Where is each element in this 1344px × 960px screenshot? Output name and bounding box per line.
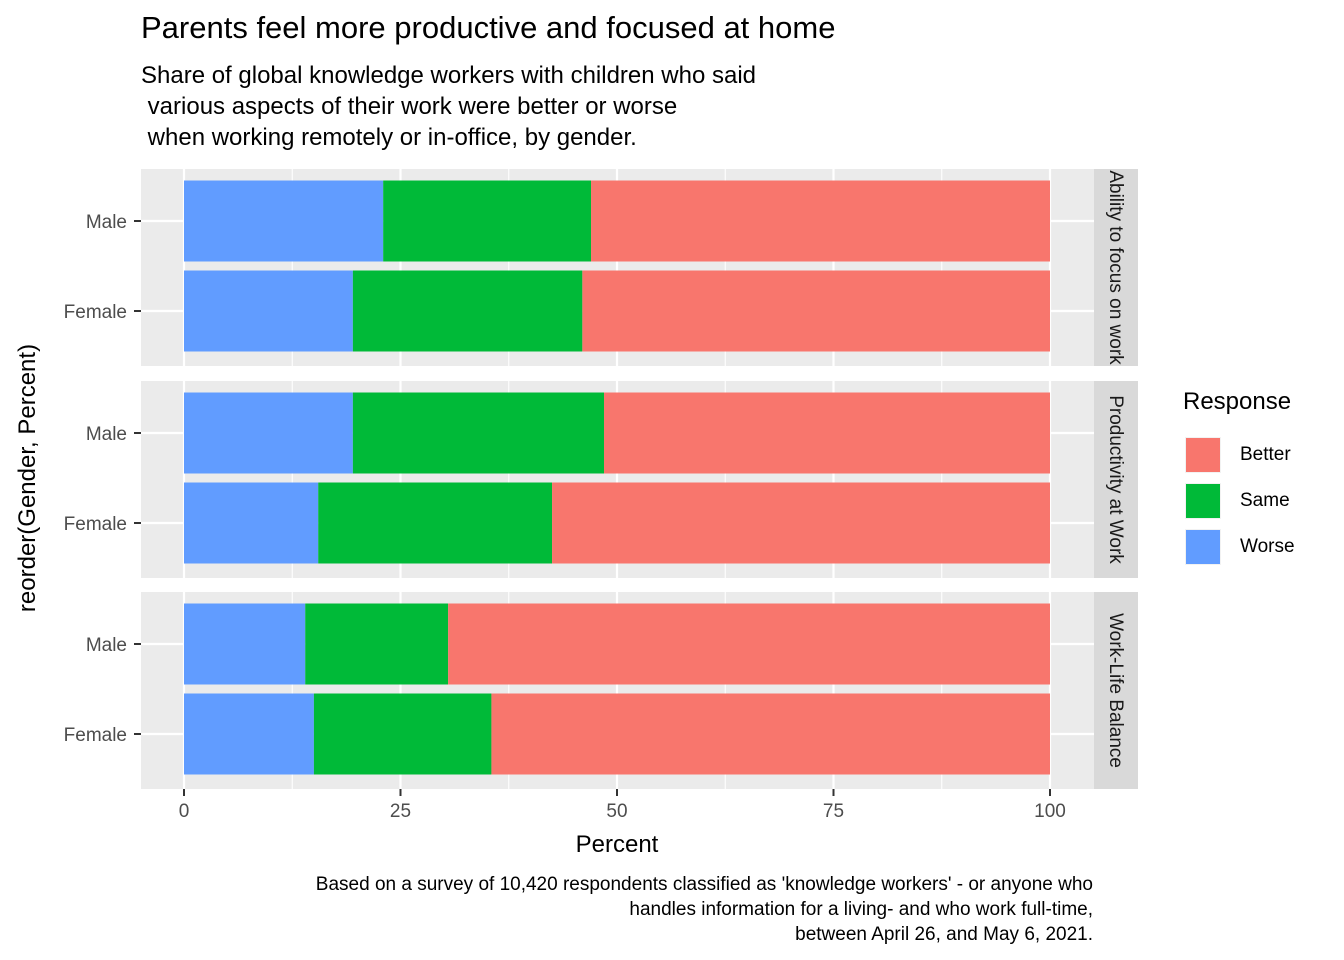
bar-segment-same bbox=[305, 603, 449, 685]
legend-key-same bbox=[1183, 481, 1223, 521]
facet-panel-3: Male Female Work-Life Balance bbox=[64, 592, 1138, 789]
y-tick-label: Male bbox=[86, 424, 127, 445]
facet-strip bbox=[1094, 169, 1138, 366]
x-tick-label: 50 bbox=[606, 801, 627, 822]
bar-segment-same bbox=[352, 392, 605, 474]
bar-segment-better bbox=[604, 392, 1050, 474]
legend: Response Better Same Worse bbox=[1183, 388, 1295, 570]
legend-item-better: Better bbox=[1183, 432, 1295, 478]
bar-segment-worse bbox=[184, 693, 314, 775]
chart-caption: Based on a survey of 10,420 respondents … bbox=[315, 874, 1093, 945]
bar-segment-same bbox=[318, 482, 553, 564]
facet-strip-label: Ability to focus on work bbox=[1105, 170, 1126, 365]
x-tick-label: 100 bbox=[1034, 801, 1066, 822]
bar-segment-better bbox=[582, 270, 1050, 352]
legend-item-worse: Worse bbox=[1183, 524, 1295, 570]
bar-segment-better bbox=[491, 693, 1050, 775]
legend-title: Response bbox=[1183, 388, 1292, 415]
y-tick-label: Male bbox=[86, 635, 127, 656]
x-axis-title: Percent bbox=[576, 831, 659, 858]
bar-segment-same bbox=[352, 270, 583, 352]
y-tick-label: Male bbox=[86, 212, 127, 233]
facet-strip-label: Work-Life Balance bbox=[1105, 613, 1126, 768]
y-tick-label: Female bbox=[64, 725, 127, 746]
legend-label-same: Same bbox=[1240, 490, 1290, 511]
x-tick-label: 75 bbox=[823, 801, 844, 822]
y-axis-title: reorder(Gender, Percent) bbox=[14, 344, 41, 612]
bar-segment-worse bbox=[184, 270, 353, 352]
y-tick-label: Female bbox=[64, 302, 127, 323]
facet-strip bbox=[1094, 592, 1138, 789]
facet-strip bbox=[1094, 381, 1138, 578]
chart-title: Parents feel more productive and focused… bbox=[141, 10, 836, 45]
chart-subtitle: Share of global knowledge workers with c… bbox=[141, 62, 756, 151]
bar-segment-worse bbox=[184, 180, 384, 262]
x-tick-label: 25 bbox=[390, 801, 411, 822]
legend-key-worse bbox=[1183, 527, 1223, 567]
legend-label-worse: Worse bbox=[1240, 536, 1295, 557]
bar-segment-worse bbox=[184, 392, 353, 474]
legend-key-better bbox=[1183, 435, 1223, 475]
bar-segment-better bbox=[448, 603, 1050, 685]
bar-segment-worse bbox=[184, 482, 319, 564]
x-tick-label: 0 bbox=[179, 801, 190, 822]
bar-segment-better bbox=[552, 482, 1050, 564]
facet-strip-label: Productivity at Work bbox=[1105, 395, 1126, 564]
bar-segment-same bbox=[313, 693, 492, 775]
bar-segment-same bbox=[383, 180, 592, 262]
bar-segment-worse bbox=[184, 603, 306, 685]
legend-item-same: Same bbox=[1183, 478, 1295, 524]
bar-segment-better bbox=[591, 180, 1050, 262]
y-tick-label: Female bbox=[64, 514, 127, 535]
legend-label-better: Better bbox=[1240, 444, 1291, 465]
facet-panel-1: Male Female Ability to focus on work bbox=[64, 169, 1138, 366]
facet-panel-2: Male Female Productivity at Work bbox=[64, 381, 1138, 578]
